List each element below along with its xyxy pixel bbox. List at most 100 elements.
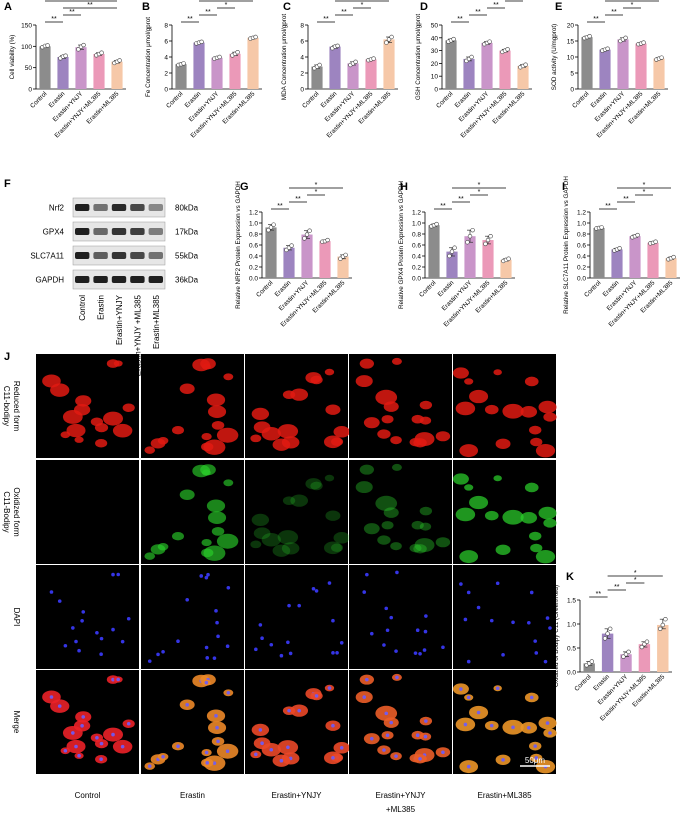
y-tick-label: 1.0 bbox=[577, 221, 586, 228]
micrograph-background bbox=[245, 460, 348, 564]
data-point bbox=[181, 61, 186, 66]
nucleus bbox=[288, 651, 293, 656]
bar bbox=[75, 47, 87, 89]
micrograph bbox=[452, 354, 557, 458]
data-point bbox=[371, 56, 376, 61]
nucleus bbox=[147, 659, 152, 663]
data-point bbox=[485, 237, 491, 243]
nucleus bbox=[533, 744, 538, 748]
nucleus bbox=[81, 610, 86, 614]
cell bbox=[535, 443, 556, 458]
nucleus bbox=[226, 586, 231, 590]
cell bbox=[272, 438, 291, 451]
bar bbox=[482, 240, 494, 278]
cell bbox=[272, 544, 291, 557]
column-label: Erastin+ML385 bbox=[477, 791, 532, 800]
chart-h: H 0.0 0.2 0.4 0.6 0.8 1.0 1.2 Relative GPX4 Prot… bbox=[398, 181, 515, 328]
nucleus bbox=[533, 639, 538, 643]
data-point bbox=[663, 616, 668, 622]
nucleus bbox=[331, 723, 335, 728]
nucleus bbox=[205, 656, 210, 660]
nucleus bbox=[463, 722, 468, 727]
nucleus bbox=[99, 757, 103, 762]
cell bbox=[390, 436, 402, 445]
nucleus bbox=[529, 695, 534, 700]
y-tick-label: 2 bbox=[164, 71, 168, 78]
nucleus bbox=[389, 615, 394, 620]
nucleus bbox=[548, 626, 552, 630]
nucleus bbox=[331, 756, 335, 760]
bar bbox=[311, 66, 323, 89]
data-point bbox=[289, 243, 294, 248]
data-point bbox=[465, 240, 470, 245]
blot-band bbox=[75, 276, 90, 283]
cell bbox=[538, 506, 557, 520]
cell bbox=[74, 436, 84, 443]
significance-label: ** bbox=[623, 196, 629, 203]
nucleus bbox=[286, 745, 290, 750]
y-axis-label: MDA Concentration μmol/gprot bbox=[281, 14, 288, 100]
cell bbox=[419, 522, 432, 531]
cell bbox=[73, 404, 91, 416]
data-point bbox=[266, 227, 271, 233]
cell bbox=[459, 550, 479, 564]
data-point bbox=[626, 649, 631, 655]
bar bbox=[229, 53, 241, 89]
protein-label: Nrf2 bbox=[49, 204, 65, 213]
micrograph-background bbox=[36, 460, 139, 564]
panel-letter: I bbox=[562, 181, 565, 193]
scale-bar-label: 50μm bbox=[525, 756, 546, 765]
cell bbox=[251, 407, 270, 421]
bar bbox=[247, 37, 259, 89]
y-tick-label: 30 bbox=[431, 48, 439, 55]
nucleus bbox=[365, 572, 369, 577]
y-tick-label: 1.5 bbox=[567, 598, 576, 605]
cell bbox=[206, 393, 226, 407]
nucleus bbox=[74, 744, 78, 749]
column-label: Control bbox=[75, 791, 101, 800]
y-tick-label: 4 bbox=[164, 55, 168, 62]
y-tick-label: 8 bbox=[164, 23, 168, 30]
bar bbox=[601, 633, 614, 672]
y-axis-label: Cell viability (%) bbox=[9, 35, 16, 80]
cell bbox=[251, 513, 270, 527]
nucleus bbox=[415, 628, 420, 632]
significance-label: * bbox=[361, 0, 364, 2]
cell bbox=[495, 544, 511, 556]
y-axis-label: Relative NRF2 Protein Expression vs GAPD… bbox=[235, 181, 242, 309]
cell bbox=[493, 475, 502, 482]
data-point bbox=[657, 626, 663, 631]
nucleus bbox=[287, 603, 291, 608]
protein-label: GAPDH bbox=[36, 276, 65, 285]
nucleus bbox=[126, 616, 131, 621]
nucleus bbox=[511, 620, 515, 625]
kda-label: 17kDa bbox=[175, 228, 199, 237]
nucleus bbox=[214, 609, 218, 613]
y-tick-label: 1.0 bbox=[249, 221, 258, 228]
nucleus bbox=[111, 572, 115, 577]
y-axis-label: SOD activity (U/mgprot) bbox=[551, 24, 558, 90]
row-label: Reduced form bbox=[12, 381, 21, 432]
row-label: DAPI bbox=[12, 608, 21, 627]
cell bbox=[455, 507, 476, 522]
cell bbox=[377, 535, 391, 545]
nucleus bbox=[365, 677, 369, 682]
nucleus bbox=[57, 704, 62, 708]
cell bbox=[435, 537, 451, 548]
cell bbox=[206, 499, 226, 513]
blot-band bbox=[148, 204, 163, 211]
cell bbox=[323, 541, 342, 555]
panel-letter: A bbox=[4, 1, 12, 13]
nucleus bbox=[116, 677, 121, 682]
nucleus bbox=[327, 686, 332, 690]
blot-band bbox=[75, 228, 90, 235]
significance-label: ** bbox=[277, 203, 283, 210]
cell bbox=[391, 463, 402, 471]
y-tick-label: 10 bbox=[431, 74, 439, 81]
significance-label: ** bbox=[223, 0, 229, 2]
data-point bbox=[653, 239, 658, 244]
y-tick-label: 0.0 bbox=[577, 276, 586, 283]
